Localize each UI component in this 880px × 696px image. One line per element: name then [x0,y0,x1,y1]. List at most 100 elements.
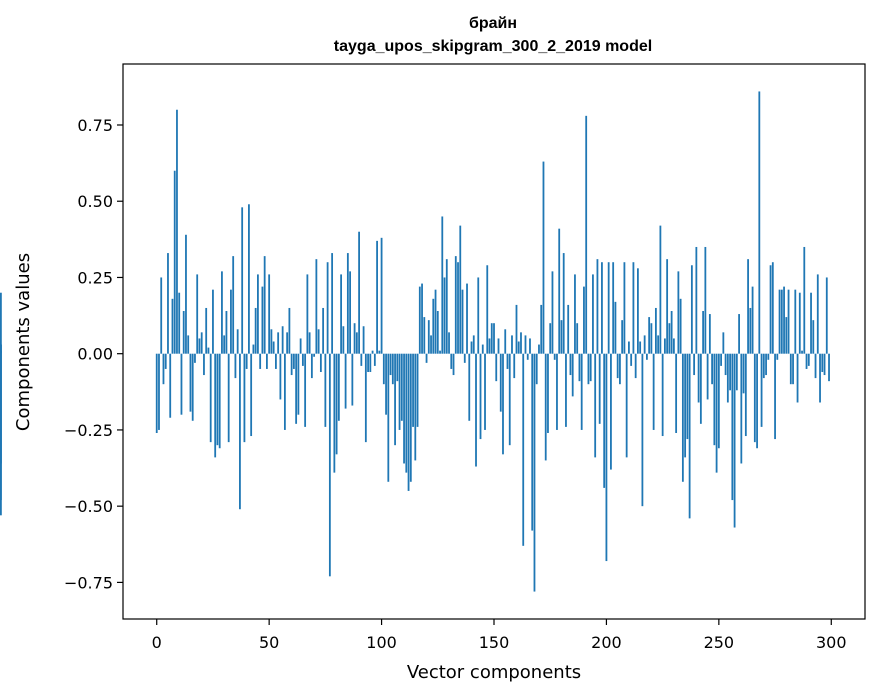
bar-178 [556,353,558,430]
bar-295 [819,353,821,403]
bar-299 [828,353,830,382]
bar-131 [450,353,453,369]
bar-21 [203,353,205,376]
bar-227 [666,259,669,354]
bar-265 [751,286,754,354]
bar-63 [297,353,300,415]
bar-58 [286,332,289,354]
bar-57 [283,353,286,430]
y-tick-label: 0.00 [77,345,113,364]
x-tick-label: 50 [259,633,279,652]
bar-160 [515,304,518,354]
bar-83 [342,326,345,354]
bar-125 [436,311,439,354]
bar-107 [396,353,399,382]
bar-297 [823,353,826,376]
bar-166 [529,338,531,354]
bar-141 [472,335,475,354]
bar-252 [722,332,725,354]
bar-211 [630,353,633,366]
bar-60 [290,353,293,376]
bar-167 [531,353,534,531]
bar-286 [798,292,801,354]
bar-226 [663,338,666,354]
bar-99 [378,350,381,354]
bar-188 [578,353,581,382]
bar-177 [553,353,556,360]
bar-undefined [0,344,2,354]
bar-235 [684,353,687,458]
bar-195 [594,353,597,458]
bar-53 [275,353,277,369]
bar-152 [497,338,500,354]
bar-25 [212,289,214,354]
bar-272 [767,353,770,360]
bar-208 [623,262,626,354]
bar-undefined [0,353,2,516]
bar-219 [648,317,651,354]
bar-37 [239,353,241,510]
bar-135 [459,225,462,354]
bar-288 [803,246,806,354]
bar-238 [690,265,693,354]
bar-150 [493,323,495,354]
bar-104 [389,353,392,376]
bar-134 [457,262,459,354]
bar-138 [466,283,468,354]
bar-116 [416,353,419,427]
bar-197 [598,353,601,424]
x-tick-label: 250 [704,633,735,652]
bar-206 [619,353,621,385]
bar-186 [574,274,576,354]
bar-14 [187,335,190,354]
bar-158 [511,335,513,354]
chart-title: брайн [469,15,517,32]
bar-192 [587,353,590,385]
bar-268 [758,91,761,354]
bar-144 [479,353,482,440]
bar-298 [825,277,828,354]
bar-237 [688,353,691,519]
bar-234 [681,353,684,482]
bar-119 [423,317,426,354]
bar-162 [520,332,522,354]
bar-213 [634,353,637,379]
bar-193 [589,353,592,382]
bar-163 [522,353,525,546]
bar-266 [753,353,756,443]
bar-59 [288,307,291,354]
bar-81 [337,353,340,421]
bar-250 [717,353,720,449]
bar-256 [731,353,734,501]
bar-294 [816,274,819,354]
bar-201 [607,262,610,354]
bar-255 [729,353,731,391]
bar-31 [225,311,228,354]
bar-190 [583,286,585,354]
bar-111 [405,353,408,473]
bar-183 [567,304,570,354]
bar-19 [198,338,201,354]
bar-194 [592,274,594,354]
bar-159 [513,353,516,379]
bar-127 [441,216,444,354]
bar-11 [180,353,183,415]
bar-undefined [0,350,2,354]
bar-221 [652,353,655,430]
bar-45 [257,274,259,354]
bar-189 [580,353,583,430]
bar-97 [373,353,376,366]
bar-23 [207,347,210,354]
bar-220 [650,323,653,354]
bar-115 [414,353,417,461]
bar-161 [517,341,520,354]
bar-64 [299,338,302,354]
bar-279 [783,286,785,354]
bar-274 [771,262,774,354]
bar-218 [646,353,648,360]
bar-216 [641,353,644,507]
bar-270 [762,353,765,379]
bar-26 [214,353,217,458]
bar-16 [191,353,194,421]
bar-281 [787,289,790,354]
